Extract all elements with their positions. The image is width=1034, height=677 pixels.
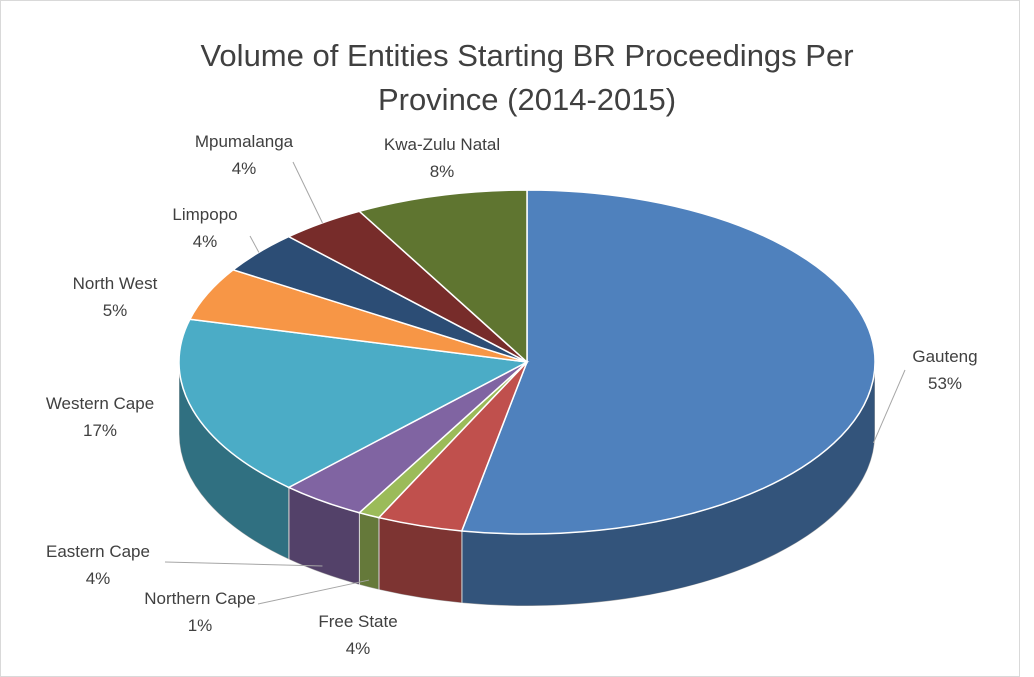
- value-label: 8%: [430, 162, 455, 181]
- pie-slice: [178, 318, 530, 489]
- category-label: Gauteng: [912, 347, 977, 366]
- pie-slice: [460, 189, 876, 535]
- leader-line: [249, 235, 260, 253]
- value-label: 5%: [103, 301, 128, 320]
- value-label: 4%: [193, 232, 218, 251]
- category-label: Kwa-Zulu Natal: [384, 135, 500, 154]
- leader-line: [872, 369, 906, 444]
- value-label: 4%: [232, 159, 257, 178]
- pie-tops: [178, 189, 876, 535]
- pie-side-shade: [359, 512, 379, 590]
- leader-line: [164, 561, 323, 567]
- category-label: Free State: [318, 612, 397, 631]
- pie-side-shade: [288, 487, 360, 585]
- category-label: Western Cape: [46, 394, 154, 413]
- pie-side-shade: [378, 517, 462, 603]
- leader-line: [292, 161, 323, 224]
- pie-slice: [357, 189, 528, 364]
- value-label: 4%: [86, 569, 111, 588]
- value-label: 1%: [188, 616, 213, 635]
- pie-side-shade: [179, 362, 289, 560]
- value-label: 4%: [346, 639, 371, 658]
- category-label: Northern Cape: [144, 589, 256, 608]
- leader-line: [257, 579, 370, 605]
- value-label: 17%: [83, 421, 117, 440]
- value-label: 53%: [928, 374, 962, 393]
- pie-side-shade: [461, 362, 875, 606]
- category-label: Eastern Cape: [46, 542, 150, 561]
- data-labels: Gauteng 53% Free State 4% Northern Cape 1% Eas…: [46, 132, 978, 658]
- category-label: North West: [73, 274, 158, 293]
- category-label: Limpopo: [172, 205, 237, 224]
- chart-title: Volume of Entities Starting BR Proceedin…: [200, 38, 854, 117]
- category-label: Mpumalanga: [195, 132, 294, 151]
- pie-sides: [178, 361, 876, 607]
